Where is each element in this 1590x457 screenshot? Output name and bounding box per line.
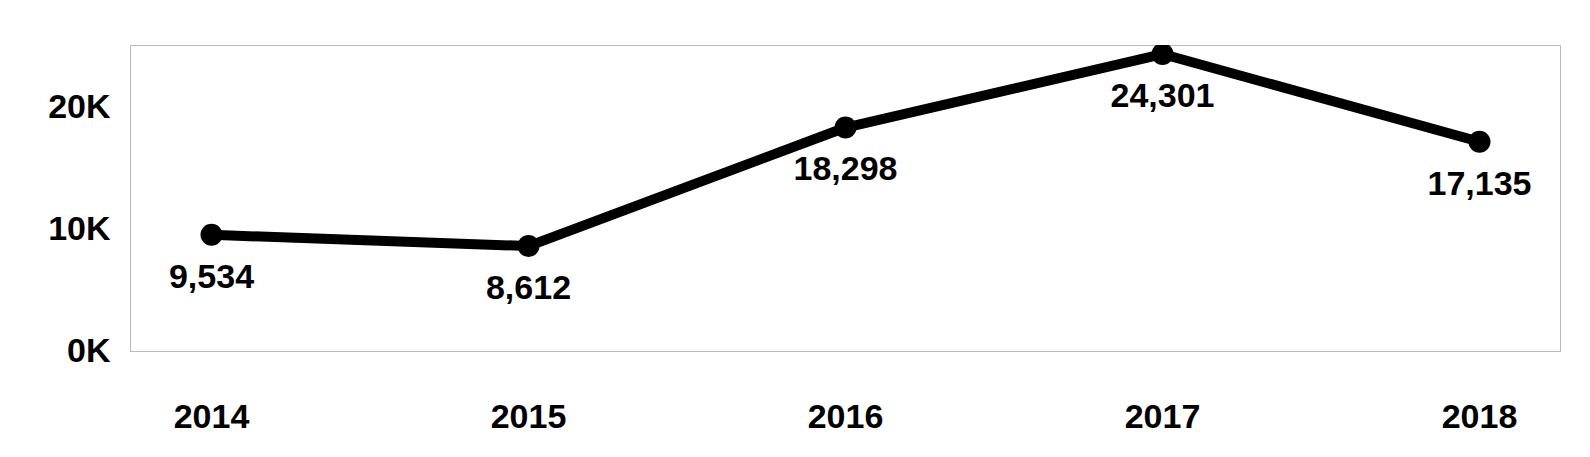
- svg-text:17,135: 17,135: [1428, 164, 1532, 202]
- svg-text:18,298: 18,298: [794, 149, 898, 187]
- svg-text:20K: 20K: [48, 87, 111, 125]
- svg-text:8,612: 8,612: [486, 268, 571, 306]
- svg-text:2018: 2018: [1442, 397, 1518, 435]
- svg-text:24,301: 24,301: [1111, 76, 1215, 114]
- svg-text:0K: 0K: [67, 331, 111, 369]
- svg-text:10K: 10K: [48, 209, 111, 247]
- svg-text:9,534: 9,534: [169, 257, 254, 295]
- svg-text:2016: 2016: [808, 397, 884, 435]
- svg-text:2017: 2017: [1125, 397, 1201, 435]
- svg-text:2014: 2014: [174, 397, 250, 435]
- svg-text:2015: 2015: [491, 397, 567, 435]
